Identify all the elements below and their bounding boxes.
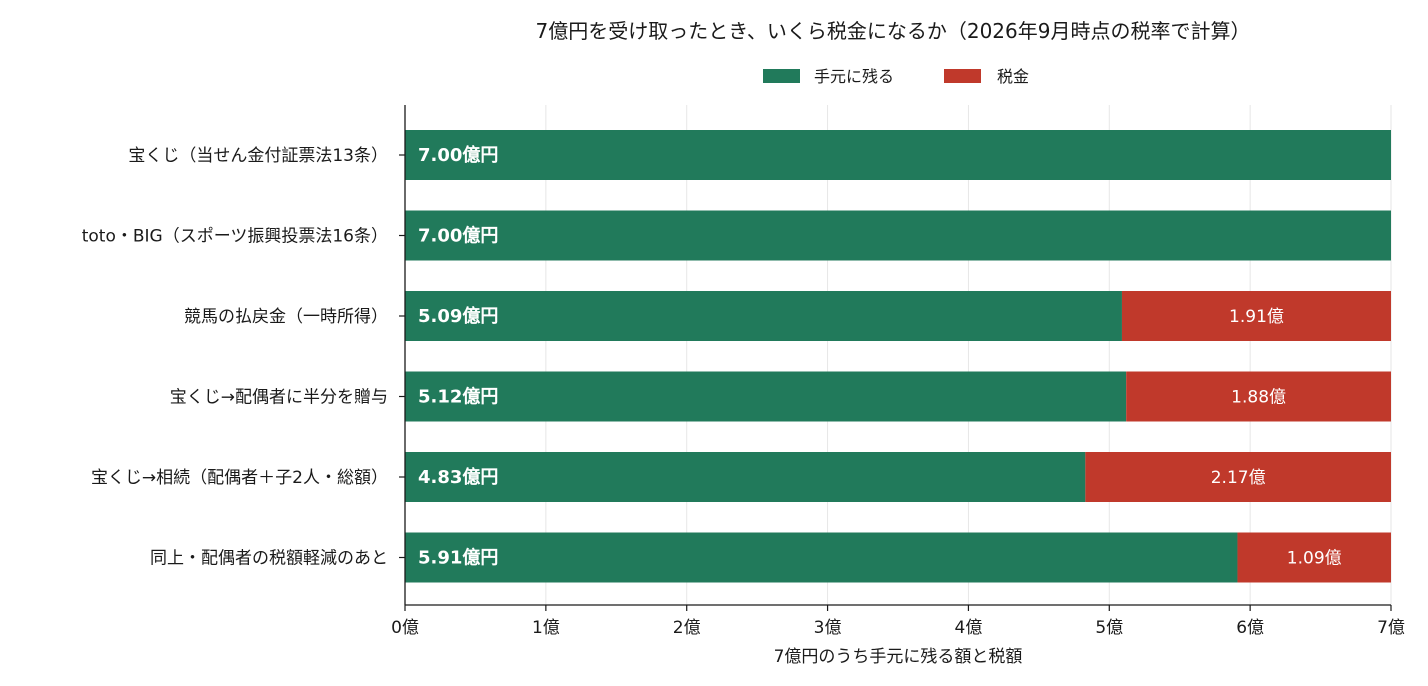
y-tick-label-3: 宝くじ→配偶者に半分を贈与 [170,388,388,408]
bar-tax-5 [1237,532,1391,583]
bar-tax-4 [1085,452,1391,502]
data-label-tax-2: 1.91億 [1229,307,1284,327]
x-tick-label-3: 3億 [814,618,842,638]
x-tick-label-6: 6億 [1236,618,1264,638]
bar-kept-0 [405,130,1391,180]
bar-kept-2 [405,291,1122,341]
legend-label-0: 手元に残る [814,67,894,86]
bar-kept-4 [405,452,1086,502]
x-tick-label-1: 1億 [532,618,560,638]
x-tick-label-4: 4億 [955,618,983,638]
data-label-tax-5: 1.09億 [1287,549,1342,569]
x-tick-label-5: 5億 [1095,618,1123,638]
data-label-kept-2: 5.09億円 [418,305,498,327]
bar-kept-5 [405,532,1238,583]
x-tick-label-2: 2億 [673,618,701,638]
bar-tax-2 [1121,291,1391,341]
data-label-kept-3: 5.12億円 [418,386,498,408]
data-label-kept-1: 7.00億円 [418,225,498,247]
y-tick-label-4: 宝くじ→相続（配偶者＋子2人・総額） [91,468,388,488]
x-tick-label-7: 7億 [1377,618,1405,638]
data-label-kept-5: 5.91億円 [418,547,498,569]
legend: 手元に残る 税金 [763,67,1029,86]
grid-lines [545,105,1392,605]
legend-swatch-0 [763,69,800,83]
data-label-tax-3: 1.88億 [1231,388,1286,408]
x-tick-label-0: 0億 [391,618,419,638]
y-tick-label-2: 競馬の払戻金（一時所得） [184,307,388,327]
bar-tax-3 [1126,371,1391,422]
data-label-kept-4: 4.83億円 [418,466,498,488]
legend-swatch-1 [944,69,981,83]
bar-kept-3 [405,371,1127,422]
y-tick-label-0: 宝くじ（当せん金付証票法13条） [128,146,388,166]
y-tick-label-5: 同上・配偶者の税額軽減のあと [150,549,388,569]
data-label-tax-4: 2.17億 [1211,468,1266,488]
y-tick-label-1: toto・BIG（スポーツ振興投票法16条） [82,227,388,247]
data-label-kept-0: 7.00億円 [418,144,498,166]
x-axis-label: 7億円のうち手元に残る額と税額 [774,647,1023,667]
bar-kept-1 [405,210,1391,261]
axes: 0億 1億 2億 3億 4億 5億 6億 7億 宝くじ（当せん金付証票法13条） toto・BIG… [82,105,1405,638]
bars: 7.00億円 7.00億円 5.09億円 1.91億 5.12億円 1.88億 4.83億円… [405,130,1391,583]
legend-label-1: 税金 [997,67,1029,86]
chart-title: 7億円を受け取ったとき、いくら税金になるか（2026年9月時点の税率で計算） [536,19,1251,43]
